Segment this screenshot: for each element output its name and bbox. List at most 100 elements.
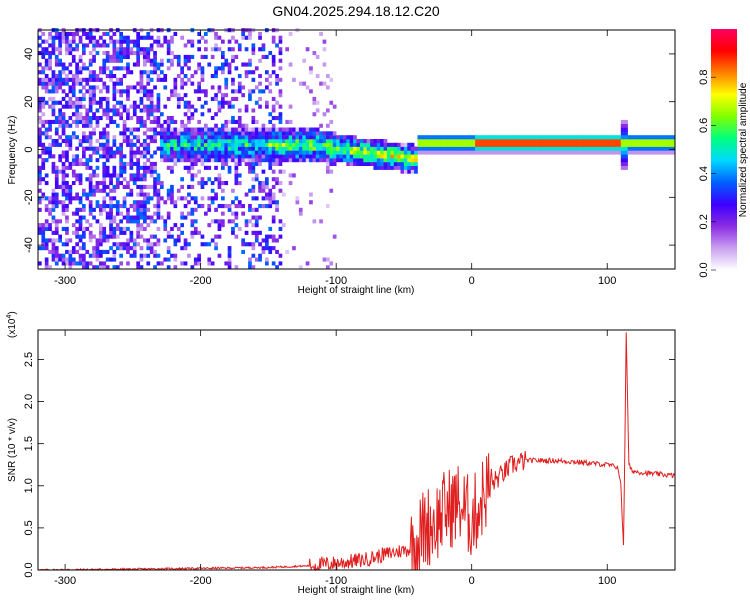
spectrogram-cell <box>95 116 100 121</box>
spectrogram-cell <box>207 142 212 147</box>
spectrogram-cell <box>407 146 411 151</box>
spectrogram-cell <box>244 230 249 235</box>
spectrogram-cell <box>58 74 62 79</box>
spectrogram-cell <box>51 142 56 147</box>
spectrogram-cell <box>48 135 52 140</box>
spectrogram-cell <box>217 135 222 140</box>
spectrogram-cell <box>620 154 625 159</box>
spectrogram-cell <box>82 96 86 101</box>
spectrogram-cell <box>105 100 110 105</box>
spectrogram-cell <box>204 146 208 151</box>
spectrogram-cell <box>221 158 225 163</box>
spectrogram-cell <box>624 165 628 170</box>
spectrogram-cell <box>237 74 242 79</box>
spectrogram-cell <box>410 169 415 174</box>
spectrogram-cell <box>143 104 147 109</box>
spectrogram-cell <box>143 70 147 75</box>
spectrogram-cell <box>302 127 306 132</box>
spectrogram-cell <box>65 142 69 147</box>
spectrogram-cell <box>624 142 628 147</box>
spectrogram-cell <box>112 74 117 79</box>
spectrogram-cell <box>176 127 181 132</box>
spectrogram-cell <box>295 200 300 205</box>
spectrogram-cell <box>292 146 296 151</box>
spectrogram-cell <box>322 47 327 52</box>
spectrogram-cell <box>254 142 259 147</box>
spectrogram-cell <box>112 39 117 44</box>
spectrogram-cell <box>71 54 76 59</box>
spectrogram-cell <box>78 104 83 109</box>
spectrogram-cell <box>82 47 86 52</box>
spectrogram-cell <box>129 51 134 56</box>
spectrogram-cell <box>461 139 466 144</box>
spectrogram-cell <box>139 211 144 216</box>
spectrogram-cell <box>207 223 212 228</box>
spectrogram-cell <box>231 150 235 155</box>
spectrogram-cell <box>156 119 161 124</box>
spectrogram-cell <box>170 89 174 94</box>
spectrogram-cell <box>434 139 439 144</box>
spectrogram-cell <box>122 89 127 94</box>
spectrogram-cell <box>641 135 645 140</box>
spectrogram-cell <box>302 58 306 63</box>
spectrogram-cell <box>170 142 174 147</box>
spectrogram-cell <box>65 31 69 36</box>
spectrogram-cell <box>51 39 56 44</box>
spectrogram-cell <box>58 81 62 86</box>
spectrogram-cell <box>275 161 279 166</box>
spectrogram-cell <box>522 139 527 144</box>
spectrogram-cell <box>105 257 110 262</box>
spectrogram-cell <box>183 215 188 220</box>
spectrogram-cell <box>65 43 69 48</box>
spectrogram-cell <box>176 139 181 144</box>
spectrogram-cell <box>146 169 151 174</box>
spectrogram-cell <box>115 123 120 128</box>
spectrogram-cell <box>271 215 276 220</box>
spectrogram-cell <box>115 108 120 113</box>
spectrogram-cell <box>146 200 151 205</box>
spectrogram-cell <box>502 150 506 155</box>
spectrogram-cell <box>176 74 181 79</box>
spectrogram-cell <box>129 150 134 155</box>
spectrogram-cell <box>590 139 594 144</box>
spectrogram-cell <box>244 104 249 109</box>
spectrogram-cell <box>193 135 198 140</box>
spectrogram-cell <box>102 31 107 36</box>
spectrogram-cell <box>126 39 130 44</box>
spectrogram-cell <box>193 154 198 159</box>
spectrogram-cell <box>61 204 66 209</box>
spectrogram-cell <box>143 177 147 182</box>
spectrogram-cell <box>197 131 201 136</box>
spectrogram-cell <box>102 127 107 132</box>
spectrogram-cell <box>54 192 59 197</box>
spectrogram-cell <box>512 142 517 147</box>
spectrogram-cell <box>197 261 201 266</box>
spectrogram-cell <box>285 142 289 147</box>
spectrogram-cell <box>102 51 107 56</box>
spectrogram-cell <box>136 242 140 247</box>
spectrogram-cell <box>65 173 69 178</box>
spectrogram-cell <box>163 139 168 144</box>
spectrogram-cell <box>105 238 110 243</box>
spectrogram-cell <box>95 150 100 155</box>
spectrogram-cell <box>292 131 296 136</box>
spectrogram-cell <box>187 135 191 140</box>
spectrogram-cell <box>176 96 181 101</box>
spectrogram-cell <box>400 142 405 147</box>
spectrogram-cell <box>509 139 513 144</box>
spectrogram-cell <box>75 47 79 52</box>
spectrogram-cell <box>136 158 140 163</box>
spectrogram-cell <box>353 142 357 147</box>
spectrogram-cell <box>481 139 486 144</box>
spectrogram-cell <box>200 112 205 117</box>
spectrogram-cell <box>278 58 283 63</box>
spectrogram-cell <box>126 238 130 243</box>
spectrogram-cell <box>424 139 428 144</box>
spectrogram-cell <box>231 104 235 109</box>
spectrogram-cell <box>75 96 79 101</box>
spectrogram-cell <box>627 139 632 144</box>
spectrogram-cell <box>366 142 371 147</box>
spectrogram-cell <box>285 119 289 124</box>
spectrogram-cell <box>180 223 184 228</box>
spectrogram-cell <box>603 135 608 140</box>
